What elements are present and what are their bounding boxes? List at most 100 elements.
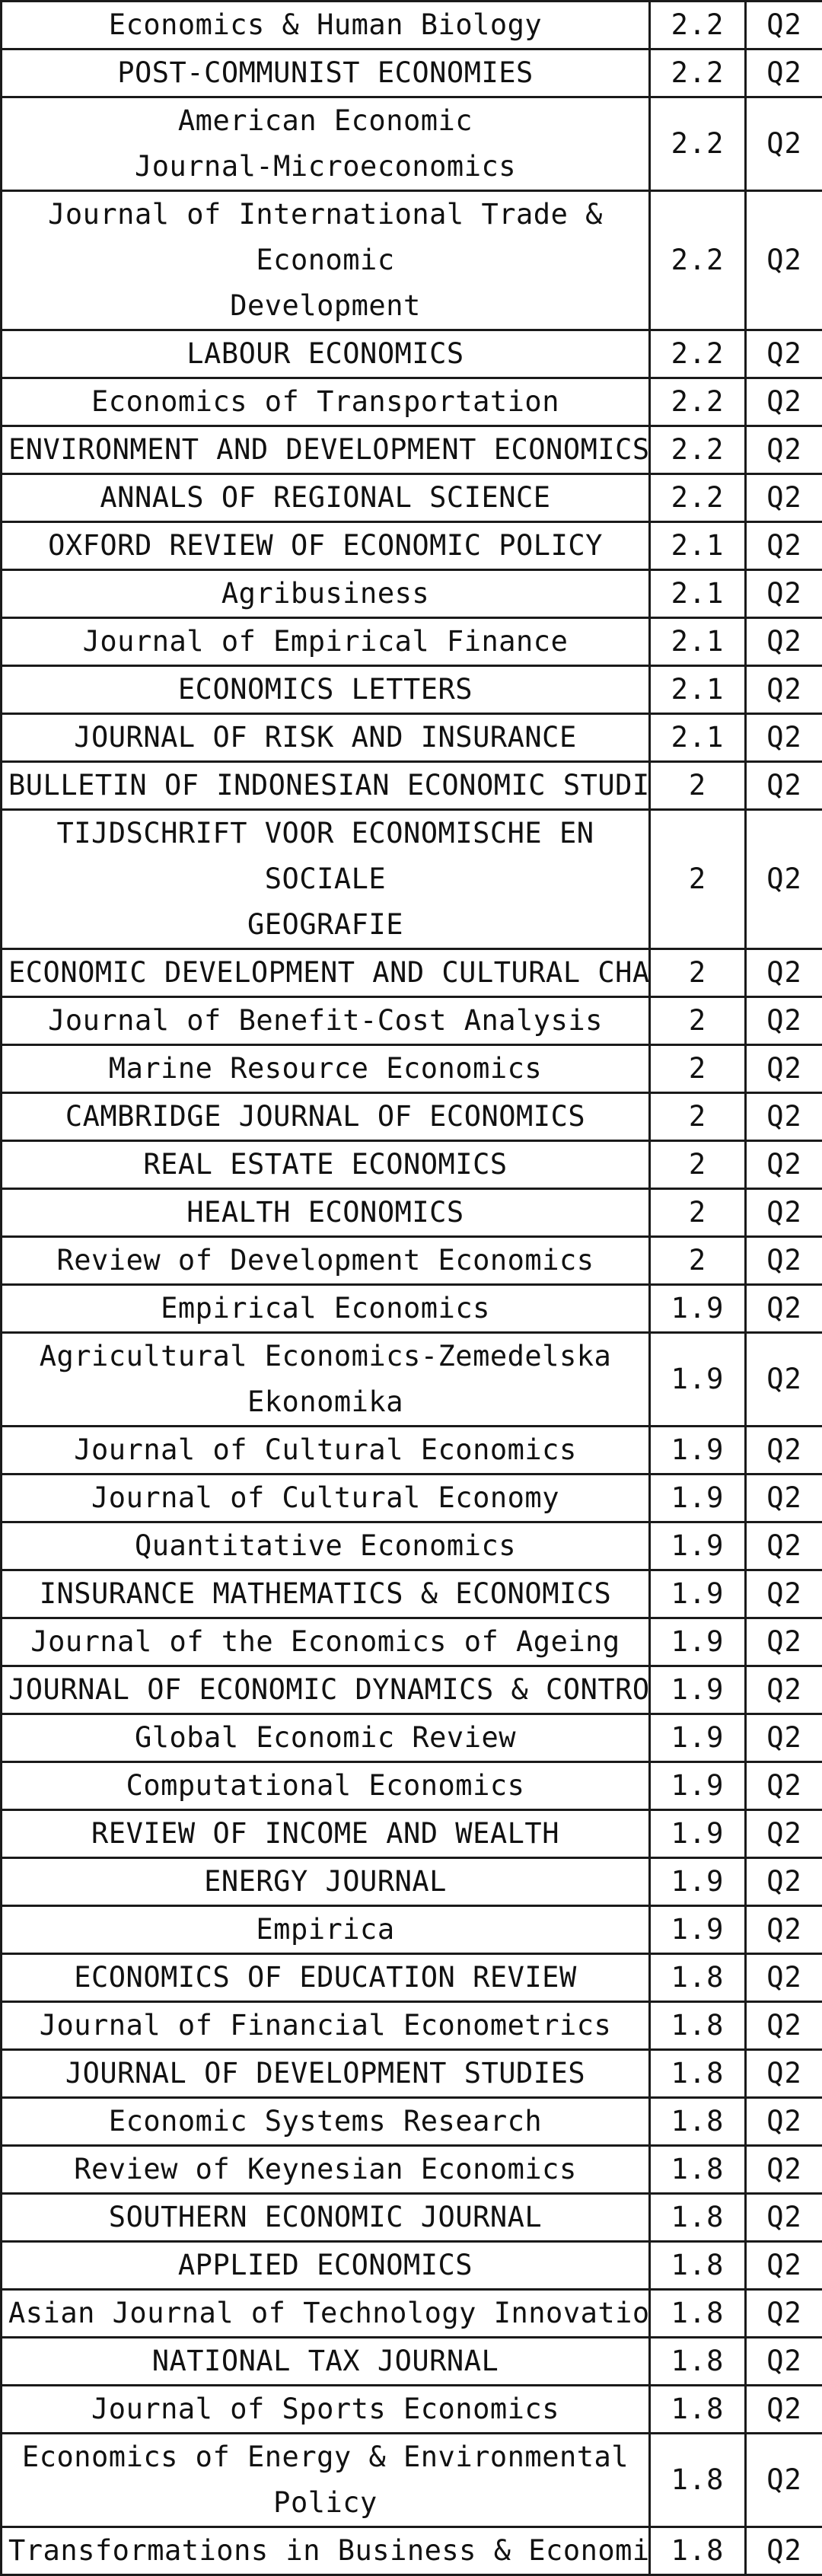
journal-name-cell: HEALTH ECONOMICS (2, 1189, 650, 1237)
quartile-cell: Q2 (746, 378, 822, 426)
impact-factor-cell: 1.8 (650, 2194, 746, 2242)
journal-name-cell: Economic Systems Research (2, 2098, 650, 2146)
quartile-cell: Q2 (746, 2050, 822, 2098)
journal-name-cell: JOURNAL OF ECONOMIC DYNAMICS & CONTROL (2, 1666, 650, 1714)
impact-factor-cell: 2.2 (650, 2, 746, 49)
quartile-cell: Q2 (746, 191, 822, 330)
journal-name-cell: Quantitative Economics (2, 1522, 650, 1570)
impact-factor-cell: 1.9 (650, 1333, 746, 1427)
impact-factor-cell: 1.8 (650, 2242, 746, 2290)
impact-factor-cell: 2.2 (650, 330, 746, 378)
journal-name-cell: Empirical Economics (2, 1285, 650, 1333)
impact-factor-cell: 1.8 (650, 2098, 746, 2146)
impact-factor-cell: 2.1 (650, 570, 746, 618)
quartile-cell: Q2 (746, 1570, 822, 1618)
impact-factor-cell: 2 (650, 1141, 746, 1189)
journal-name-cell: Journal of Cultural Economics (2, 1427, 650, 1475)
impact-factor-cell: 1.9 (650, 1570, 746, 1618)
quartile-cell: Q2 (746, 1858, 822, 1906)
journal-name-cell: Journal of Sports Economics (2, 2386, 650, 2434)
quartile-cell: Q2 (746, 714, 822, 762)
journal-name-cell: Journal of Financial Econometrics (2, 2002, 650, 2050)
quartile-cell: Q2 (746, 49, 822, 97)
impact-factor-cell: 1.9 (650, 1427, 746, 1475)
journal-name-cell: NATIONAL TAX JOURNAL (2, 2338, 650, 2386)
quartile-cell: Q2 (746, 2434, 822, 2527)
journal-name-cell: Asian Journal of Technology Innovation (2, 2290, 650, 2338)
impact-factor-cell: 1.9 (650, 1906, 746, 1954)
journal-name-cell: BULLETIN OF INDONESIAN ECONOMIC STUDIES (2, 762, 650, 810)
quartile-cell: Q2 (746, 1666, 822, 1714)
quartile-cell: Q2 (746, 1522, 822, 1570)
impact-factor-cell: 1.9 (650, 1762, 746, 1810)
quartile-cell: Q2 (746, 997, 822, 1045)
quartile-cell: Q2 (746, 1954, 822, 2002)
impact-factor-cell: 2.2 (650, 191, 746, 330)
journal-name-cell: Marine Resource Economics (2, 1045, 650, 1093)
impact-factor-cell: 1.8 (650, 2290, 746, 2338)
journal-name-cell: ECONOMIC DEVELOPMENT AND CULTURAL CHANGE (2, 949, 650, 997)
impact-factor-cell: 2 (650, 1189, 746, 1237)
impact-factor-cell: 2.2 (650, 97, 746, 191)
impact-factor-cell: 1.8 (650, 2146, 746, 2194)
impact-factor-cell: 2 (650, 1093, 746, 1141)
quartile-cell: Q2 (746, 1906, 822, 1954)
journal-name-cell: Economics of Transportation (2, 378, 650, 426)
quartile-cell: Q2 (746, 426, 822, 474)
quartile-cell: Q2 (746, 97, 822, 191)
quartile-cell: Q2 (746, 2002, 822, 2050)
quartile-cell: Q2 (746, 330, 822, 378)
impact-factor-cell: 1.9 (650, 1285, 746, 1333)
impact-factor-cell: 1.9 (650, 1666, 746, 1714)
impact-factor-cell: 2.1 (650, 618, 746, 666)
impact-factor-cell: 1.8 (650, 2386, 746, 2434)
impact-factor-cell: 1.8 (650, 2002, 746, 2050)
impact-factor-cell: 2.2 (650, 426, 746, 474)
impact-factor-cell: 2.1 (650, 666, 746, 714)
quartile-cell: Q2 (746, 2290, 822, 2338)
quartile-cell: Q2 (746, 1475, 822, 1522)
impact-factor-cell: 1.9 (650, 1858, 746, 1906)
journal-name-cell: Review of Development Economics (2, 1237, 650, 1285)
journal-name-cell: APPLIED ECONOMICS (2, 2242, 650, 2290)
quartile-cell: Q2 (746, 1141, 822, 1189)
journal-name-cell: Agribusiness (2, 570, 650, 618)
journal-name-cell: Computational Economics (2, 1762, 650, 1810)
impact-factor-cell: 1.8 (650, 2434, 746, 2527)
impact-factor-cell: 2.2 (650, 49, 746, 97)
impact-factor-cell: 2 (650, 1237, 746, 1285)
impact-factor-cell: 1.9 (650, 1522, 746, 1570)
journal-name-cell: ECONOMICS OF EDUCATION REVIEW (2, 1954, 650, 2002)
journal-name-cell: ECONOMICS LETTERS (2, 666, 650, 714)
journal-name-cell: ENVIRONMENT AND DEVELOPMENT ECONOMICS (2, 426, 650, 474)
